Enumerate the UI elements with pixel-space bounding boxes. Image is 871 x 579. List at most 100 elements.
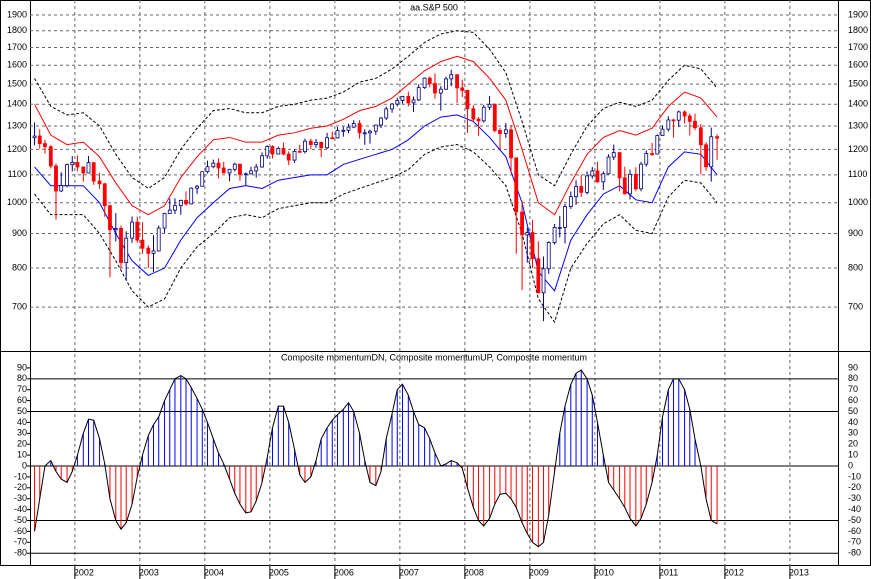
- x-tick-label: 2003: [139, 567, 159, 577]
- candle-body: [308, 140, 313, 145]
- candle-body: [704, 144, 708, 168]
- candle-body: [639, 163, 643, 190]
- candle-body: [449, 74, 454, 80]
- y-tick-label: 1500: [848, 78, 868, 88]
- y-tick-label: -40: [848, 504, 861, 514]
- y-tick-label: 0: [848, 460, 853, 470]
- candle-body: [243, 173, 248, 176]
- y-tick-label: 1300: [848, 120, 868, 130]
- candle-body: [585, 175, 589, 193]
- y-tick-label: 1700: [7, 42, 27, 52]
- candle-body: [715, 136, 719, 139]
- band-line: [34, 30, 718, 190]
- candle-body: [216, 162, 221, 169]
- candle-body: [671, 119, 676, 122]
- candle-body: [254, 166, 259, 172]
- candle-body: [151, 250, 156, 254]
- y-tick-label: -80: [848, 548, 861, 558]
- y-tick-label: -20: [14, 482, 27, 492]
- momentum-title: Composite momentumDN, Composite momentum…: [281, 352, 587, 362]
- candle-body: [48, 146, 53, 167]
- candle-body: [568, 196, 573, 207]
- candle-body: [292, 150, 297, 161]
- candle-body: [54, 165, 58, 192]
- candle-body: [579, 186, 584, 193]
- candle-body: [595, 170, 600, 183]
- y-tick-label: 1600: [7, 60, 27, 70]
- y-tick-label: 1600: [848, 60, 868, 70]
- candle-body: [184, 200, 188, 205]
- y-tick-label: -20: [848, 482, 861, 492]
- y-tick-label: 50: [17, 406, 27, 416]
- candle-body: [373, 124, 378, 132]
- x-tick-label: 2006: [334, 567, 354, 577]
- candle-body: [520, 211, 524, 236]
- y-tick-label: 800: [848, 262, 863, 272]
- y-tick-label: 90: [17, 362, 27, 372]
- y-tick-label: -30: [14, 493, 27, 503]
- y-tick-label: -50: [14, 515, 27, 525]
- x-tick-label: 2012: [724, 567, 744, 577]
- candle-body: [140, 239, 145, 249]
- x-tick-label: 2007: [399, 567, 419, 577]
- candle-body: [205, 166, 210, 173]
- candle-body: [476, 118, 481, 122]
- y-tick-label: 800: [12, 262, 27, 272]
- candle-body: [682, 111, 687, 117]
- y-tick-label: 700: [12, 301, 27, 311]
- y-tick-label: 0: [22, 460, 27, 470]
- candle-body: [65, 164, 69, 187]
- y-tick-label: 1800: [7, 25, 27, 35]
- candle-body: [221, 167, 226, 174]
- candle-body: [546, 242, 551, 270]
- y-tick-label: 1200: [848, 144, 868, 154]
- y-tick-label: 1900: [848, 9, 868, 19]
- candle-body: [433, 83, 437, 94]
- candle-body: [108, 205, 112, 231]
- x-tick-label: 2010: [594, 567, 614, 577]
- y-tick-label: 1100: [8, 169, 27, 179]
- candle-body: [617, 152, 622, 179]
- y-tick-label: -60: [848, 526, 861, 536]
- candle-body: [70, 161, 75, 166]
- x-tick-label: 2013: [789, 567, 809, 577]
- candle-body: [135, 221, 140, 241]
- y-tick-label: 1000: [7, 197, 27, 207]
- candle-body: [601, 173, 606, 183]
- candle-body: [557, 227, 562, 229]
- candle-body: [563, 206, 567, 228]
- candle-body: [498, 130, 502, 134]
- candle-body: [611, 152, 616, 158]
- candle-body: [541, 268, 546, 294]
- y-tick-label: -10: [848, 471, 861, 481]
- candle-body: [379, 117, 383, 126]
- candle-body: [162, 213, 167, 229]
- y-tick-label: 1400: [7, 99, 27, 109]
- candle-body: [232, 163, 237, 170]
- candle-body: [260, 155, 264, 168]
- candle-body: [509, 129, 513, 159]
- candle-body: [650, 153, 654, 155]
- candle-body: [200, 171, 205, 187]
- y-tick-label: -50: [848, 515, 861, 525]
- candle-body: [411, 99, 416, 104]
- x-tick-label: 2008: [464, 567, 484, 577]
- candle-body: [427, 77, 432, 84]
- y-tick-label: -70: [14, 537, 27, 547]
- candle-body: [43, 143, 47, 148]
- y-tick-label: -40: [14, 504, 27, 514]
- y-tick-label: 10: [848, 449, 858, 459]
- band-line: [34, 114, 718, 292]
- y-tick-label: 90: [848, 362, 858, 372]
- candle-body: [146, 247, 151, 254]
- candle-body: [628, 173, 632, 195]
- candle-body: [178, 200, 183, 207]
- price-title: aa.S&P 500: [410, 2, 458, 12]
- y-tick-label: 1500: [7, 78, 27, 88]
- y-tick-label: -80: [14, 548, 27, 558]
- band-line: [34, 144, 718, 324]
- y-tick-label: 20: [17, 439, 27, 449]
- candle-body: [444, 78, 448, 90]
